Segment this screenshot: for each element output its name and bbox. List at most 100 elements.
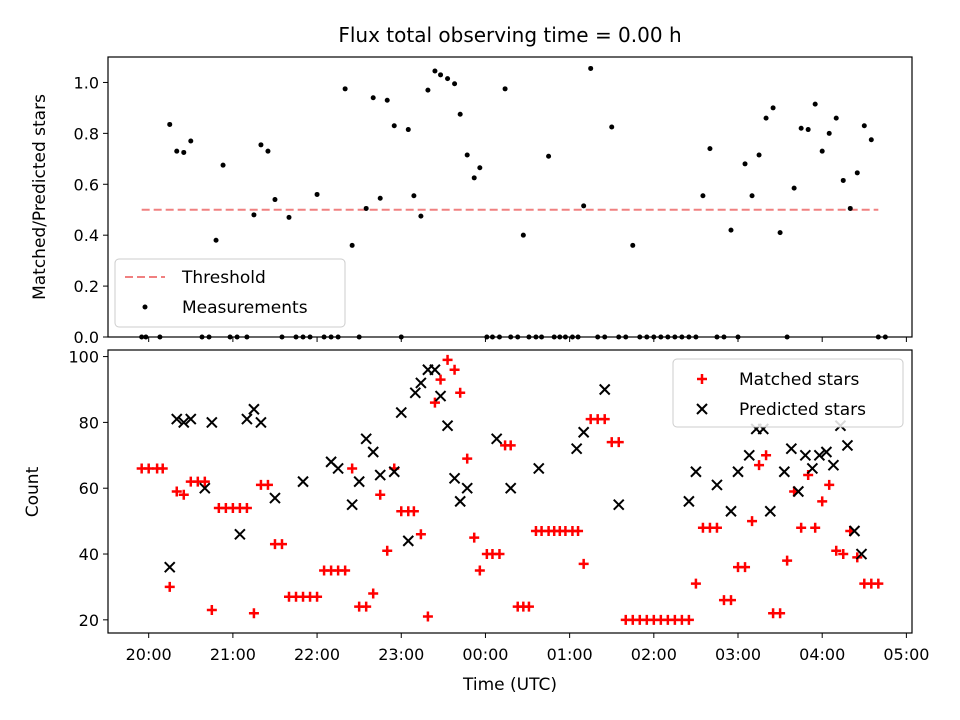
- measurement-point-6: [188, 138, 194, 144]
- measurement-point-39: [425, 87, 431, 93]
- matched-star-point-81: [683, 614, 694, 625]
- matched-star-point-33: [368, 588, 379, 599]
- matched-star-point-97: [796, 522, 807, 533]
- matched-star-point-65: [573, 525, 584, 536]
- predicted-star-point-56: [841, 439, 854, 452]
- top-y-tick-label-2: 0.4: [74, 226, 99, 245]
- measurement-point-65: [588, 65, 594, 71]
- legend-measurements-label: Measurements: [182, 298, 308, 318]
- top-y-tick-label-0: 0.0: [74, 328, 99, 347]
- legend-measurements-swatch: [142, 304, 148, 310]
- predicted-star-point-20: [395, 406, 407, 419]
- matched-star-point-54: [505, 440, 516, 451]
- predicted-star-point-58: [855, 548, 868, 560]
- legend-matched-label: Matched stars: [739, 370, 859, 390]
- matched-star-point-45: [449, 364, 460, 375]
- bottom-y-tick-label-0: 20: [79, 611, 99, 630]
- predicted-star-point-42: [732, 466, 744, 478]
- predicted-star-point-18: [374, 469, 386, 481]
- measurement-point-85: [728, 227, 734, 233]
- measurement-point-19: [286, 214, 292, 220]
- predicted-star-point-6: [234, 528, 246, 540]
- predicted-star-point-33: [533, 462, 545, 475]
- matched-star-point-41: [422, 611, 433, 622]
- predicted-star-point-7: [241, 413, 253, 425]
- measurement-point-58: [546, 153, 552, 159]
- predicted-star-point-51: [806, 462, 819, 475]
- matched-star-point-102: [831, 545, 842, 556]
- measurement-point-5: [181, 149, 187, 155]
- top-legend: Threshold Measurements: [114, 258, 346, 328]
- measurement-point-36: [405, 127, 411, 133]
- predicted-star-point-17: [367, 446, 379, 458]
- x-tick-label-8: 04:00: [799, 645, 845, 664]
- predicted-star-point-21: [402, 535, 414, 547]
- bottom-y-tick-label-2: 60: [79, 479, 99, 498]
- matched-star-point-39: [408, 506, 419, 517]
- measurement-point-96: [805, 127, 811, 133]
- predicted-star-point-13: [332, 462, 344, 475]
- matched-star-point-66: [578, 558, 589, 569]
- predicted-star-point-57: [848, 525, 861, 537]
- measurement-point-102: [847, 205, 853, 211]
- matched-star-point-90: [747, 516, 758, 527]
- matched-star-point-108: [873, 578, 884, 589]
- measurement-point-103: [854, 170, 860, 176]
- matched-star-point-87: [725, 595, 736, 606]
- measurement-point-100: [833, 115, 839, 121]
- matched-star-point-101: [824, 479, 835, 490]
- matched-star-point-99: [810, 522, 821, 533]
- bottom-y-tick-label-4: 100: [68, 348, 99, 367]
- predicted-star-point-50: [799, 449, 812, 462]
- predicted-star-point-1: [171, 413, 183, 425]
- measurement-point-71: [630, 242, 636, 248]
- measurement-point-37: [411, 193, 417, 199]
- chart-title: Flux total observing time = 0.00 h: [338, 23, 681, 47]
- matched-star-point-85: [711, 522, 722, 533]
- x-tick-label-6: 02:00: [631, 645, 677, 664]
- predicted-star-point-15: [353, 475, 365, 488]
- measurement-point-81: [700, 193, 706, 199]
- matched-star-point-43: [435, 374, 446, 385]
- top-y-axis-label: Matched/Predicted stars: [30, 94, 50, 300]
- measurement-point-41: [438, 72, 444, 78]
- predicted-star-point-36: [599, 383, 611, 396]
- matched-star-point-89: [740, 562, 751, 573]
- predicted-star-point-30: [461, 482, 473, 494]
- measurement-point-91: [770, 105, 776, 111]
- matched-star-point-57: [523, 601, 534, 612]
- matched-star-point-1: [143, 463, 154, 474]
- matched-star-point-69: [599, 414, 610, 425]
- predicted-star-point-54: [827, 459, 840, 471]
- measurement-point-16: [265, 148, 271, 154]
- x-tick-label-1: 21:00: [210, 645, 256, 664]
- bottom-y-tick-label-1: 40: [79, 545, 99, 564]
- predicted-star-point-46: [764, 505, 776, 517]
- measurement-point-14: [251, 212, 257, 218]
- bottom-panel: 20 40 60 80 100 20:00 21:00 22:00 23:00 00:00 01:…: [23, 348, 929, 695]
- measurement-point-82: [707, 146, 713, 152]
- matched-star-point-30: [347, 463, 358, 474]
- predicted-star-point-43: [743, 449, 755, 462]
- measurement-point-17: [272, 197, 278, 203]
- top-y-tick-label-4: 0.8: [74, 124, 99, 143]
- predicted-star-point-19: [388, 466, 400, 478]
- matched-star-point-15: [241, 502, 252, 513]
- predicted-star-point-41: [725, 505, 737, 517]
- x-tick-label-5: 01:00: [547, 645, 593, 664]
- matched-star-point-103: [838, 549, 849, 560]
- measurement-point-15: [258, 142, 264, 148]
- measurement-point-46: [471, 175, 477, 181]
- x-tick-label-9: 05:00: [883, 645, 929, 664]
- matched-star-point-94: [775, 608, 786, 619]
- matched-star-point-25: [312, 591, 323, 602]
- matched-star-point-82: [690, 578, 701, 589]
- top-y-tick-label-5: 1.0: [74, 73, 99, 92]
- matched-star-point-29: [340, 565, 351, 576]
- measurement-point-51: [502, 86, 508, 92]
- matched-star-point-48: [469, 532, 480, 543]
- bottom-y-tick-label-3: 80: [79, 413, 99, 432]
- predicted-star-point-52: [813, 449, 826, 462]
- matched-star-point-6: [178, 489, 189, 500]
- predicted-star-point-37: [613, 498, 625, 511]
